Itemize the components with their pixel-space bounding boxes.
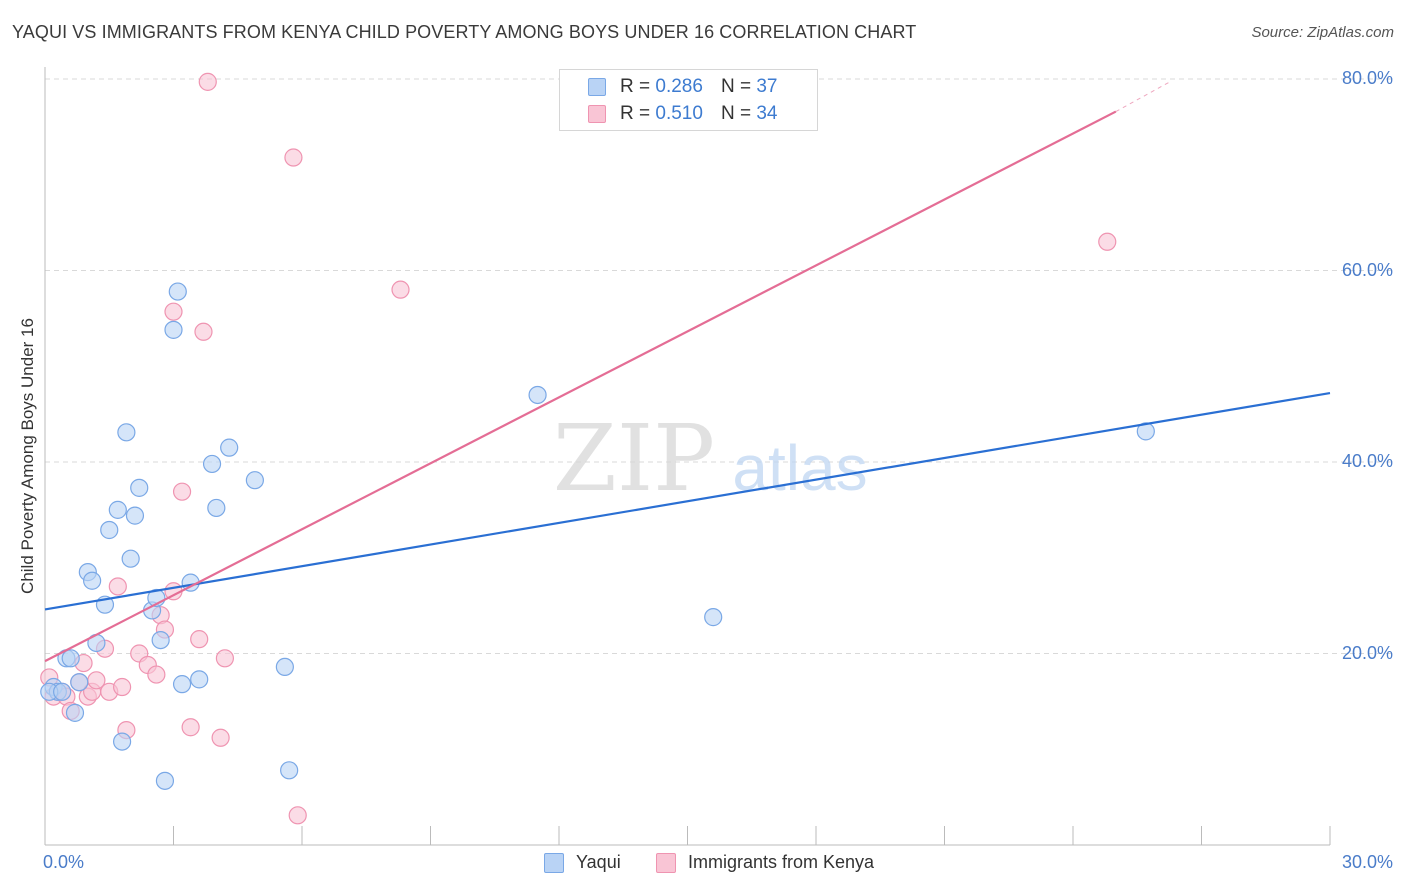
yaqui-point — [172, 675, 192, 694]
legend-marker-yaqui — [544, 852, 564, 873]
legend-r-label: R = — [620, 76, 651, 97]
yaqui-point — [121, 549, 140, 568]
kenya-point — [164, 302, 183, 321]
kenya-point — [211, 728, 230, 747]
yaqui-point — [130, 478, 149, 497]
kenya-point — [194, 322, 213, 341]
yaqui-point — [275, 657, 294, 677]
legend-marker-kenya — [656, 852, 676, 873]
kenya-point — [112, 677, 132, 697]
legend-n-value-yaqui: 37 — [756, 76, 778, 97]
yaqui-trend-line — [44, 391, 1331, 611]
yaqui-point — [61, 649, 80, 668]
x-tick-label: 0.0% — [43, 852, 85, 872]
watermark-zip: ZIP — [553, 405, 715, 512]
yaqui-point — [108, 500, 127, 519]
yaqui-point — [164, 320, 183, 339]
yaqui-point — [100, 520, 119, 540]
yaqui-point — [528, 385, 547, 405]
legend-n-label: N = — [720, 103, 752, 124]
kenya-point — [215, 649, 234, 668]
yaqui-point — [65, 703, 85, 722]
yaqui-point — [117, 423, 136, 442]
y-axis-label: Child Poverty Among Boys Under 16 — [18, 318, 37, 594]
legend-row-kenya: R = 0.510 N = 34 — [588, 102, 777, 126]
legend-label-kenya: Immigrants from Kenya — [688, 852, 875, 872]
y-tick-label: 60.0% — [1341, 259, 1393, 280]
kenya-trend-line — [44, 110, 1117, 663]
legend-swatch-yaqui — [588, 78, 606, 96]
yaqui-point — [168, 282, 187, 301]
legend-r-value-kenya: 0.510 — [655, 103, 703, 124]
yaqui-point — [155, 771, 175, 790]
y-tick-label: 40.0% — [1341, 451, 1393, 471]
kenya-point — [108, 577, 127, 596]
series-legend: Yaqui Immigrants from Kenya — [0, 852, 1406, 876]
kenya-point — [181, 718, 200, 737]
legend-label-yaqui: Yaqui — [576, 852, 621, 872]
legend-r-value-yaqui: 0.286 — [655, 76, 703, 97]
yaqui-point — [704, 608, 723, 627]
kenya-point — [1098, 232, 1117, 251]
yaqui-point — [70, 673, 89, 692]
kenya-point — [391, 280, 410, 299]
yaqui-point — [125, 506, 145, 525]
kenya-point — [288, 806, 307, 825]
legend-row-yaqui: R = 0.286 N = 37 — [588, 75, 777, 99]
x-tick-label: 30.0% — [1341, 852, 1393, 872]
kenya-point — [172, 482, 192, 501]
yaqui-point — [280, 761, 299, 780]
kenya-trend-extension — [1115, 80, 1172, 112]
legend-n-value-kenya: 34 — [756, 103, 778, 124]
legend-n-label: N = — [720, 76, 752, 97]
yaqui-point — [83, 571, 102, 590]
yaqui-point — [151, 630, 170, 650]
y-tick-label: 20.0% — [1341, 642, 1393, 663]
legend-r-label: R = — [620, 103, 651, 124]
legend-item-yaqui[interactable]: Yaqui — [544, 852, 621, 873]
yaqui-point — [245, 471, 264, 490]
yaqui-point — [1136, 422, 1155, 441]
legend-swatch-kenya — [588, 105, 606, 123]
yaqui-point — [112, 732, 132, 751]
kenya-point — [198, 72, 217, 91]
legend-item-kenya[interactable]: Immigrants from Kenya — [656, 852, 874, 873]
kenya-point — [147, 665, 166, 684]
watermark-atlas: atlas — [732, 432, 867, 504]
chart-title: YAQUI VS IMMIGRANTS FROM KENYA CHILD POV… — [12, 22, 917, 42]
yaqui-point — [190, 670, 209, 689]
kenya-point — [190, 630, 209, 649]
yaqui-point — [220, 438, 239, 457]
yaqui-point — [207, 498, 226, 518]
y-tick-label: 80.0% — [1341, 68, 1393, 88]
source-credit: Source: ZipAtlas.com — [1251, 24, 1394, 41]
stats-legend: R = 0.286 N = 37 R = 0.510 N = 34 — [559, 69, 818, 131]
yaqui-point — [202, 454, 222, 474]
yaqui-point — [53, 682, 72, 701]
kenya-point — [284, 148, 303, 167]
